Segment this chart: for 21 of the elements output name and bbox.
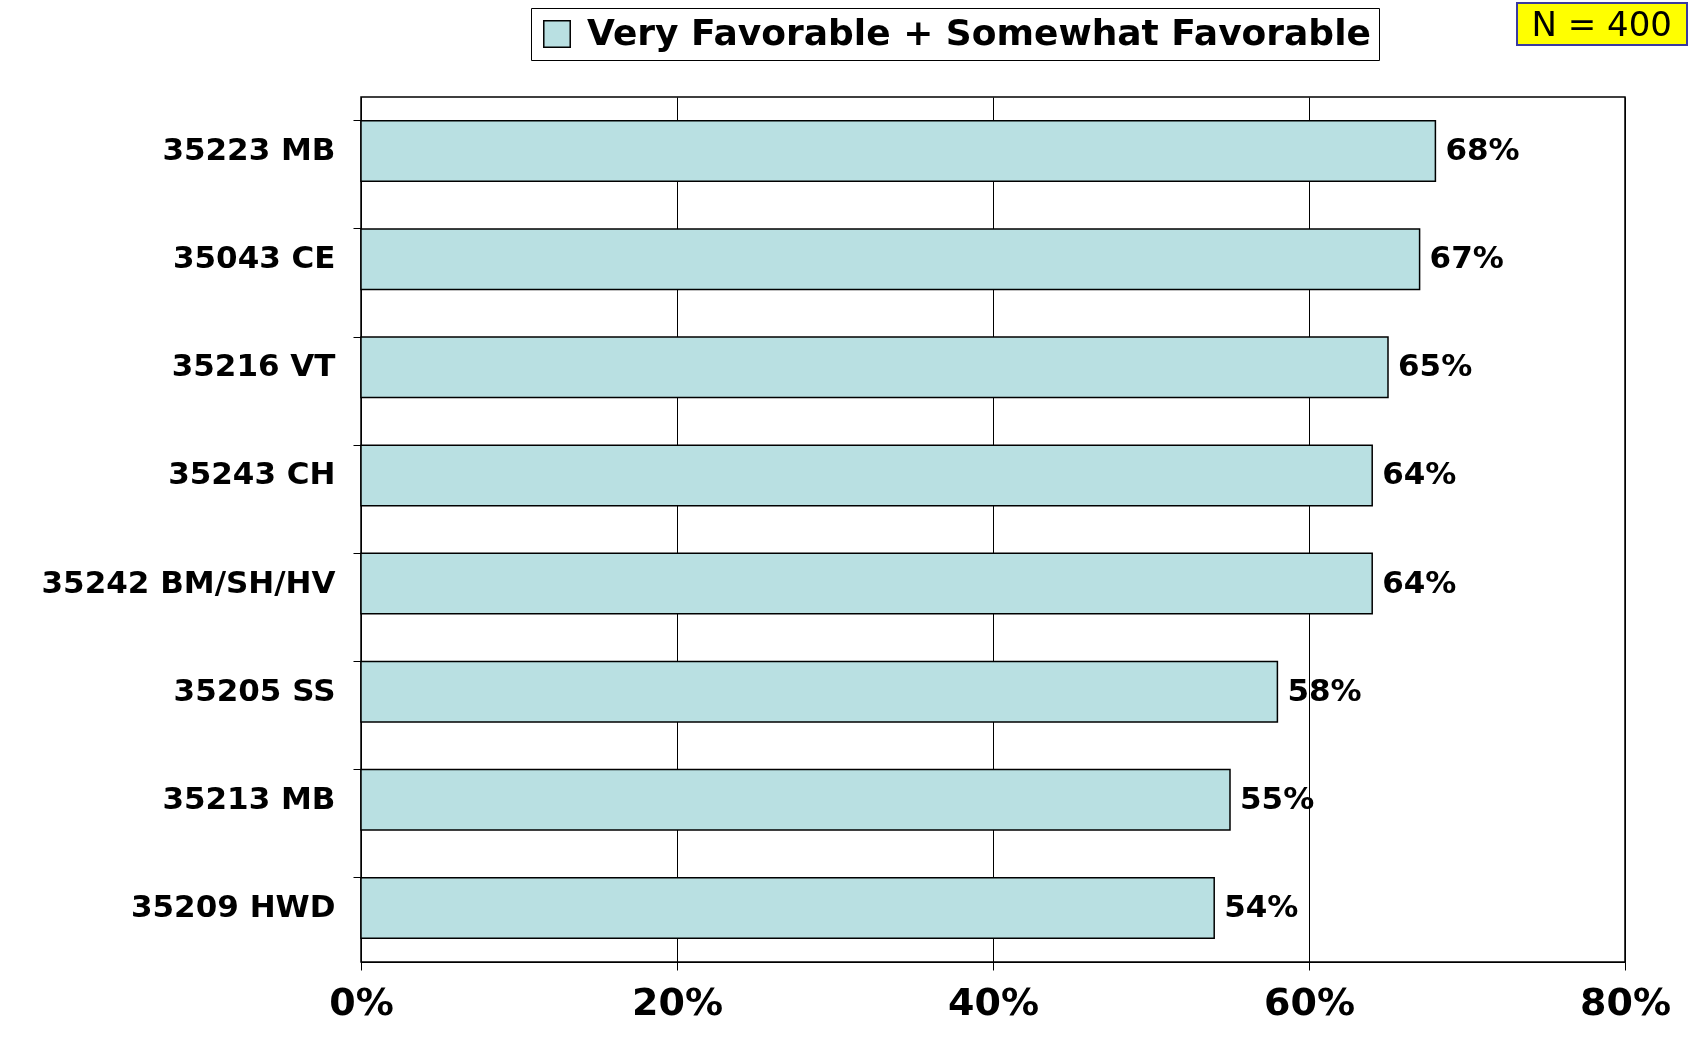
y-tick-label: 35209 HWD: [130, 887, 336, 924]
data-label: 64%: [1382, 563, 1457, 600]
y-tick-label: 35043 CE: [172, 239, 336, 276]
y-tick-label: 35223 MB: [162, 131, 336, 168]
y-tick-label: 35243 CH: [168, 455, 336, 492]
text: N = 400: [1515, 2, 1688, 46]
x-tick-label: 20%: [632, 979, 723, 1024]
data-label: 64%: [1382, 455, 1457, 492]
x-tick-label: 40%: [948, 979, 1039, 1024]
x-tick-label: 60%: [1264, 979, 1355, 1024]
x-tick-label: 0%: [329, 979, 394, 1024]
y-tick-label: 35242 BM/SH/HV: [41, 563, 336, 600]
x-tick-label: 80%: [1580, 979, 1671, 1024]
legend-label: Very Favorable + Somewhat Favorable: [587, 12, 1371, 53]
y-tick-label: 35205 SS: [173, 671, 336, 708]
data-label: 67%: [1429, 239, 1504, 276]
y-tick-label: 35216 VT: [171, 347, 336, 384]
data-label: 65%: [1398, 347, 1473, 384]
data-label: 68%: [1445, 131, 1520, 168]
y-tick-label: 35213 MB: [162, 779, 336, 816]
data-label: 54%: [1224, 887, 1299, 924]
